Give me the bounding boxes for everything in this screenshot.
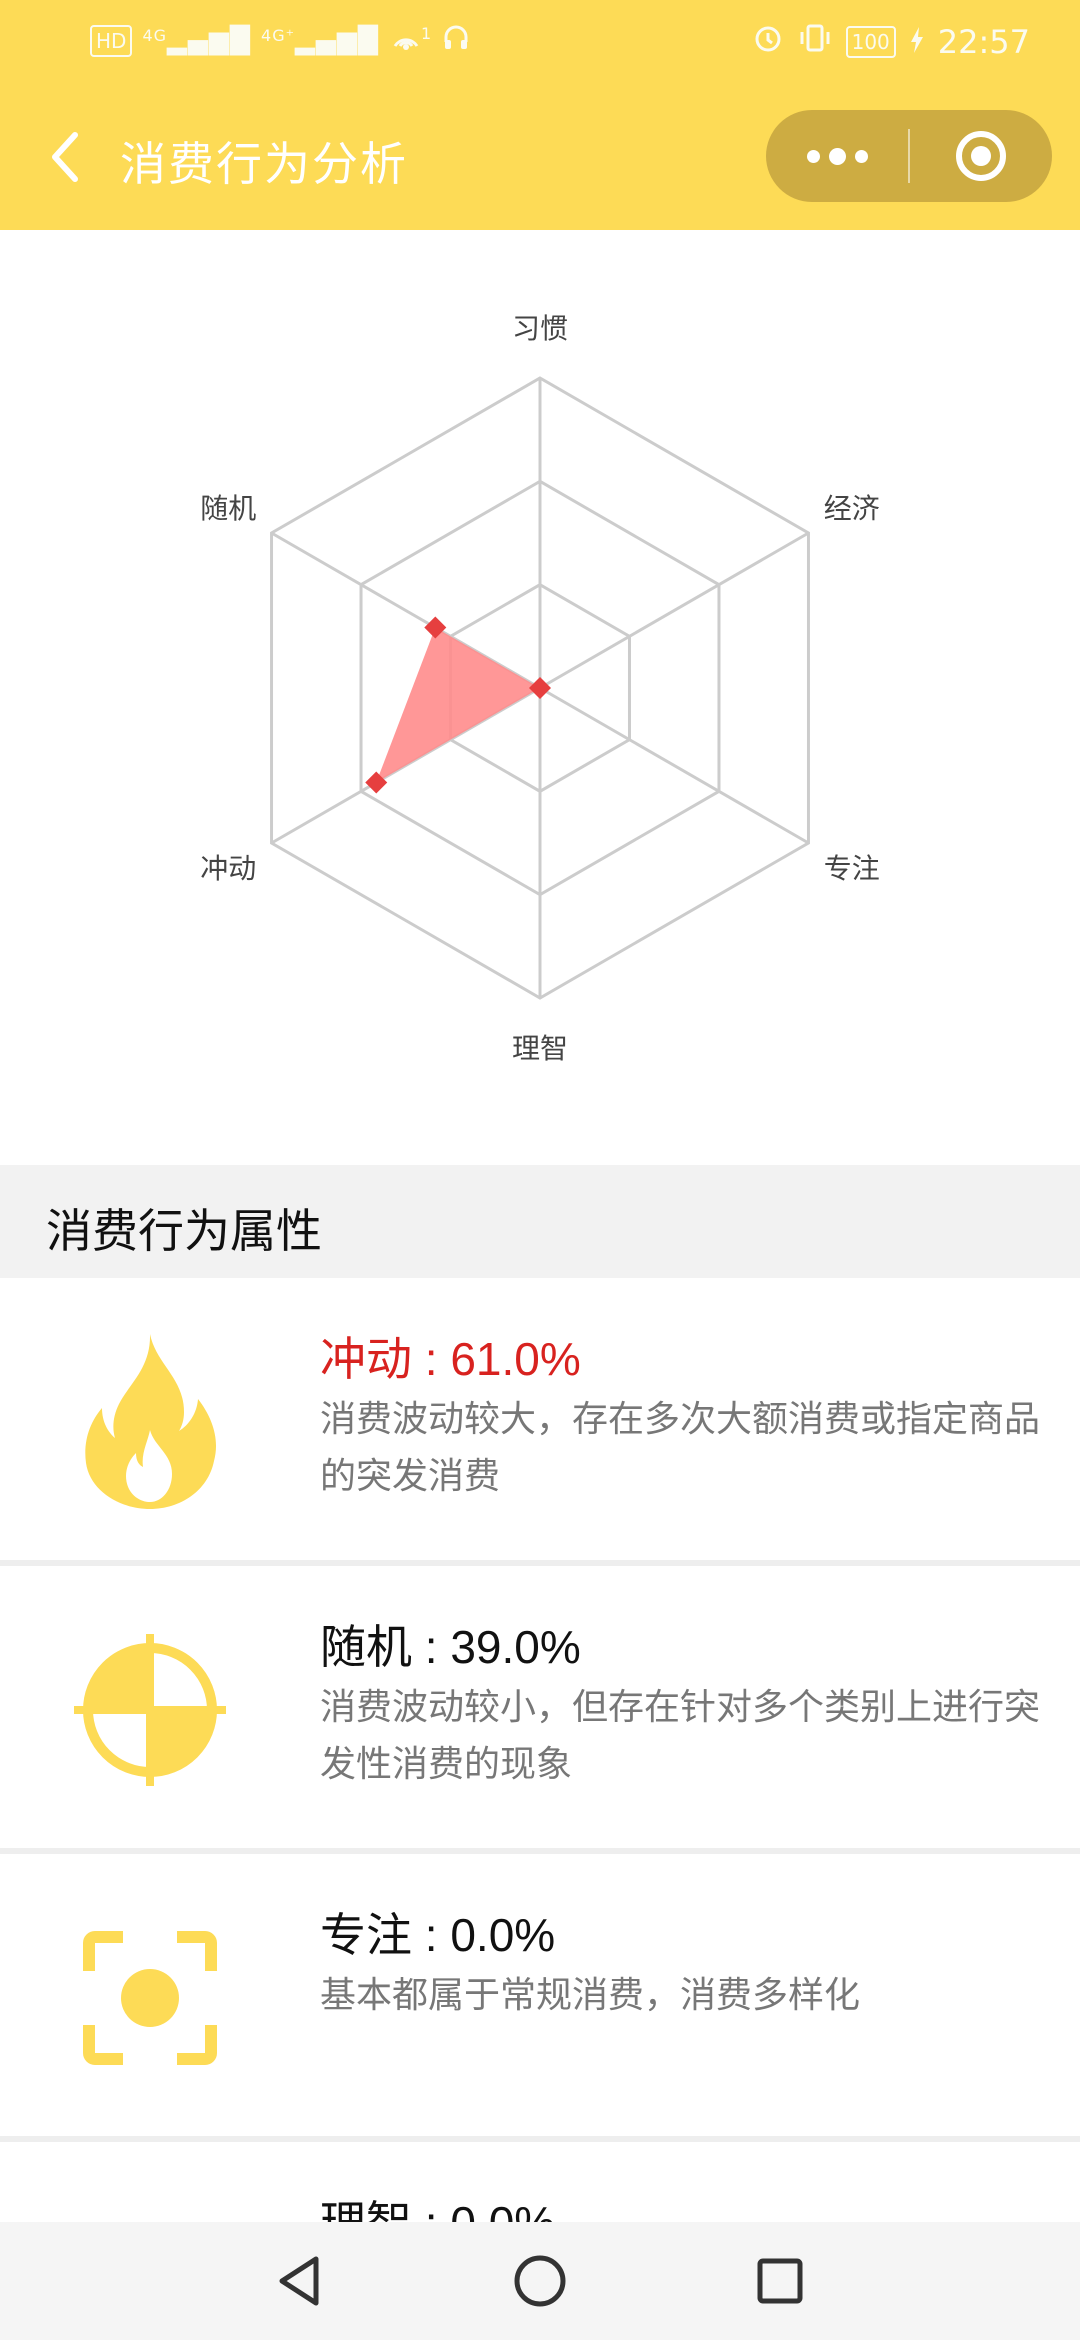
attribute-list: 冲动 : 61.0% 消费波动较大，存在多次大额消费或指定商品的突发消费 随机 … (0, 1278, 1080, 2340)
radar-axis-label: 随机 (200, 492, 256, 525)
status-bar: HD 4G▂▄▆█ 4G⁺▂▄▆█ 1 100 22:57 (0, 0, 1080, 84)
list-item: 专注 : 0.0% 基本都属于常规消费，消费多样化 (0, 1854, 1080, 2142)
radar-axis-line (539, 531, 810, 690)
system-navigation-bar (0, 2222, 1080, 2340)
status-left: HD 4G▂▄▆█ 4G⁺▂▄▆█ 1 (90, 22, 471, 59)
radar-axis-label: 理智 (512, 1032, 568, 1065)
alarm-icon (752, 22, 784, 62)
home-circle-icon[interactable] (480, 2222, 600, 2340)
radar-axis-label: 经济 (824, 492, 880, 525)
mini-program-capsule (766, 110, 1052, 202)
radar-series-area (376, 627, 540, 783)
page-title: 消费行为分析 (120, 137, 408, 191)
wifi-badge: 1 (421, 24, 432, 43)
focus-icon (70, 1908, 230, 2088)
charging-icon (910, 23, 924, 61)
list-item: 随机 : 39.0% 消费波动较小，但存在针对多个类别上进行突发性消费的现象 (0, 1566, 1080, 1854)
vibrate-icon (798, 22, 832, 62)
chevron-left-icon[interactable] (36, 122, 92, 192)
back-triangle-icon[interactable] (240, 2222, 360, 2340)
hotspot-icon (389, 22, 423, 59)
radar-axis-line (270, 686, 541, 845)
attribute-description: 消费波动较小，但存在针对多个类别上进行突发性消费的现象 (320, 1687, 1041, 1785)
target-close-icon[interactable] (910, 110, 1052, 202)
radar-point-随机 (424, 616, 447, 639)
section-header: 消费行为属性 (0, 1165, 1080, 1278)
status-right: 100 22:57 (752, 22, 1030, 62)
radar-chart: 习惯经济专注理智 冲动 随机 (0, 230, 1080, 1165)
radar-point-冲动 (365, 771, 388, 794)
signal-1: 4G▂▄▆█ (142, 25, 252, 56)
hd-badge: HD (90, 24, 133, 57)
signal-2: 4G⁺▂▄▆█ (261, 25, 380, 56)
radar-point-习惯 (529, 677, 551, 699)
nav-bar: 消费行为分析 (0, 84, 1080, 230)
flame-icon (70, 1332, 230, 1512)
attribute-title: 随机 : 39.0% (320, 1621, 581, 1673)
recents-square-icon[interactable] (720, 2222, 840, 2340)
battery-icon: 100 (845, 26, 896, 58)
more-dots-icon[interactable] (766, 110, 908, 202)
radar-axis-label: 专注 (824, 852, 880, 885)
crosshair-icon (70, 1620, 230, 1800)
section-title: 消费行为属性 (46, 1204, 322, 1258)
capsule-divider (908, 129, 910, 183)
attribute-description: 基本都属于常规消费，消费多样化 (320, 1975, 861, 2016)
radar-axis-label: 习惯 (512, 312, 568, 345)
attribute-title: 专注 : 0.0% (320, 1909, 556, 1961)
radar-axis-line (539, 686, 810, 845)
radar-axis-line (270, 531, 541, 690)
clock-time: 22:57 (937, 23, 1030, 61)
attribute-title: 冲动 : 61.0% (320, 1333, 581, 1385)
headset-icon (441, 22, 471, 59)
list-item: 冲动 : 61.0% 消费波动较大，存在多次大额消费或指定商品的突发消费 (0, 1278, 1080, 1566)
attribute-description: 消费波动较大，存在多次大额消费或指定商品的突发消费 (320, 1399, 1041, 1497)
radar-axis-label: 冲动 (200, 852, 256, 885)
